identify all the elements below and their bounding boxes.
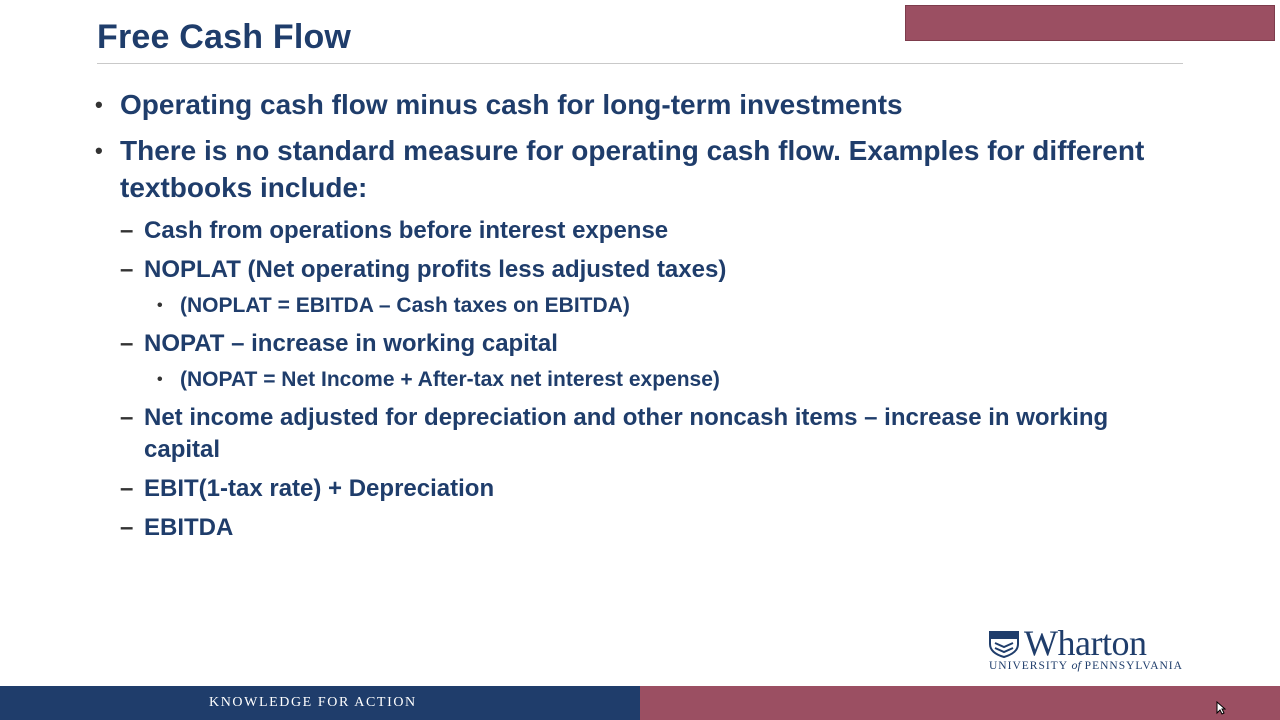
dash-marker: – [120,475,134,502]
sub-item-text: NOPLAT (Net operating profits less adjus… [144,256,727,283]
bullet-text: Operating cash flow minus cash for long-… [120,89,903,120]
sub-item: – EBIT(1-tax rate) + Depreciation [95,473,1190,505]
bullet-marker: • [157,371,163,388]
bullet-marker: • [95,138,103,163]
footer-bar-left: KNOWLEDGE FOR ACTION [0,686,640,720]
footer-bar-right [640,686,1280,720]
logo-university: UNIVERSITY of PENNSYLVANIA [989,658,1183,673]
sub-item: – Cash from operations before interest e… [95,215,1190,247]
bullet-marker: • [95,92,103,117]
logo-university-pre: UNIVERSITY [989,660,1072,672]
slide-content: • Operating cash flow minus cash for lon… [95,86,1190,551]
sub-item-text: EBIT(1-tax rate) + Depreciation [144,475,495,502]
top-banner [905,5,1275,41]
dash-marker: – [120,217,134,244]
bullet-marker: • [157,297,163,314]
bullet-text: There is no standard measure for operati… [120,135,1145,203]
wharton-logo: Wharton UNIVERSITY of PENNSYLVANIA [988,623,1193,674]
sub-item-text: EBITDA [144,514,234,541]
sub-sub-item-text: (NOPLAT = EBITDA – Cash taxes on EBITDA) [180,294,630,317]
dash-marker: – [120,514,134,541]
bullet-item: • Operating cash flow minus cash for lon… [95,86,1190,123]
sub-item-text: NOPAT – increase in working capital [144,330,558,357]
sub-sub-item-text: (NOPAT = Net Income + After-tax net inte… [180,368,720,391]
title-divider [97,63,1183,64]
slide-title: Free Cash Flow [97,18,352,56]
dash-marker: – [120,256,134,283]
bullet-item: • There is no standard measure for opera… [95,132,1190,206]
mouse-cursor-icon [1216,701,1226,715]
footer-tagline: KNOWLEDGE FOR ACTION [209,695,417,710]
logo-wordmark: Wharton [1024,623,1147,663]
logo-university-post: PENNSYLVANIA [1080,660,1183,672]
sub-item-text: Net income adjusted for depreciation and… [144,404,1109,463]
logo-university-of: of [1071,658,1081,672]
shield-icon [989,631,1019,658]
sub-item: – EBITDA [95,512,1190,544]
sub-item: – NOPLAT (Net operating profits less adj… [95,254,1190,286]
dash-marker: – [120,330,134,357]
sub-item-text: Cash from operations before interest exp… [144,217,669,244]
dash-marker: – [120,404,134,431]
sub-item: – Net income adjusted for depreciation a… [95,402,1190,466]
sub-item: – NOPAT – increase in working capital [95,328,1190,360]
sub-sub-item: • (NOPAT = Net Income + After-tax net in… [95,366,1190,394]
sub-sub-item: • (NOPLAT = EBITDA – Cash taxes on EBITD… [95,292,1190,320]
